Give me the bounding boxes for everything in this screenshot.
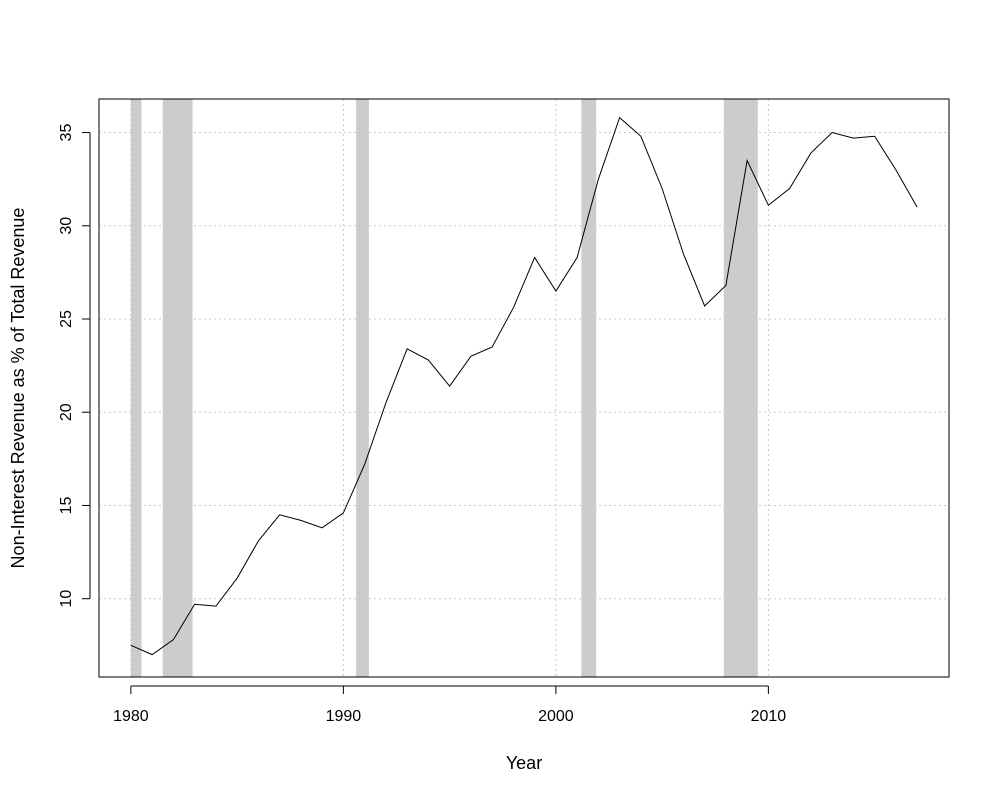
x-tick-label: 1980 — [113, 708, 149, 725]
series-line — [130, 116, 918, 656]
x-tick-label: 1990 — [326, 708, 362, 725]
recession-band — [723, 99, 758, 677]
recession-band — [130, 99, 142, 677]
x-tick-label: 2000 — [538, 708, 574, 725]
x-tick-label: 2010 — [751, 708, 787, 725]
recession-band — [162, 99, 193, 677]
recession-band — [581, 99, 597, 677]
y-tick-label: 25 — [58, 310, 75, 328]
y-tick-label: 20 — [58, 403, 75, 421]
y-axis: 10 15 20 25 30 35 — [58, 124, 91, 608]
y-tick-label: 30 — [58, 217, 75, 235]
x-axis-label: Year — [506, 753, 542, 773]
y-axis-label: Non-Interest Revenue as % of Total Reven… — [8, 208, 28, 569]
gridlines — [99, 99, 949, 677]
plot-frame — [98, 98, 950, 678]
y-tick-label: 15 — [58, 496, 75, 514]
x-axis: 1980 1990 2000 2010 — [113, 685, 787, 725]
series-layer — [130, 116, 918, 656]
y-tick-label: 10 — [58, 590, 75, 608]
y-tick-label: 35 — [58, 124, 75, 142]
recession-bands — [130, 99, 758, 677]
recession-band — [356, 99, 369, 677]
